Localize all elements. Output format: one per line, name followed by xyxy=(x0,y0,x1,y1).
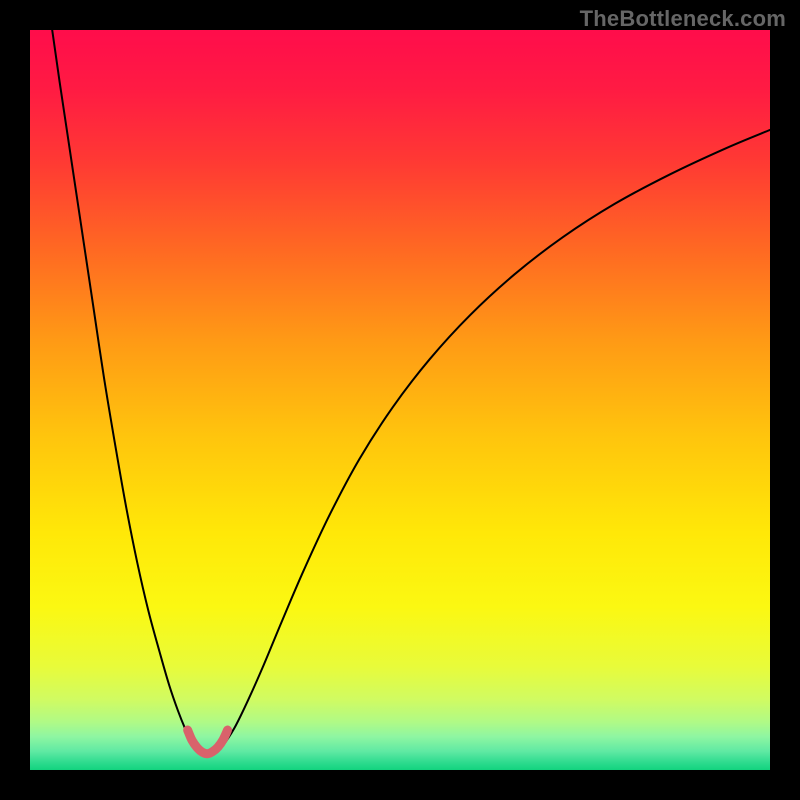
watermark-text: TheBottleneck.com xyxy=(580,6,786,32)
plot-area xyxy=(30,30,770,770)
chart-canvas: TheBottleneck.com xyxy=(0,0,800,800)
gradient-background xyxy=(30,30,770,770)
chart-svg xyxy=(30,30,770,770)
